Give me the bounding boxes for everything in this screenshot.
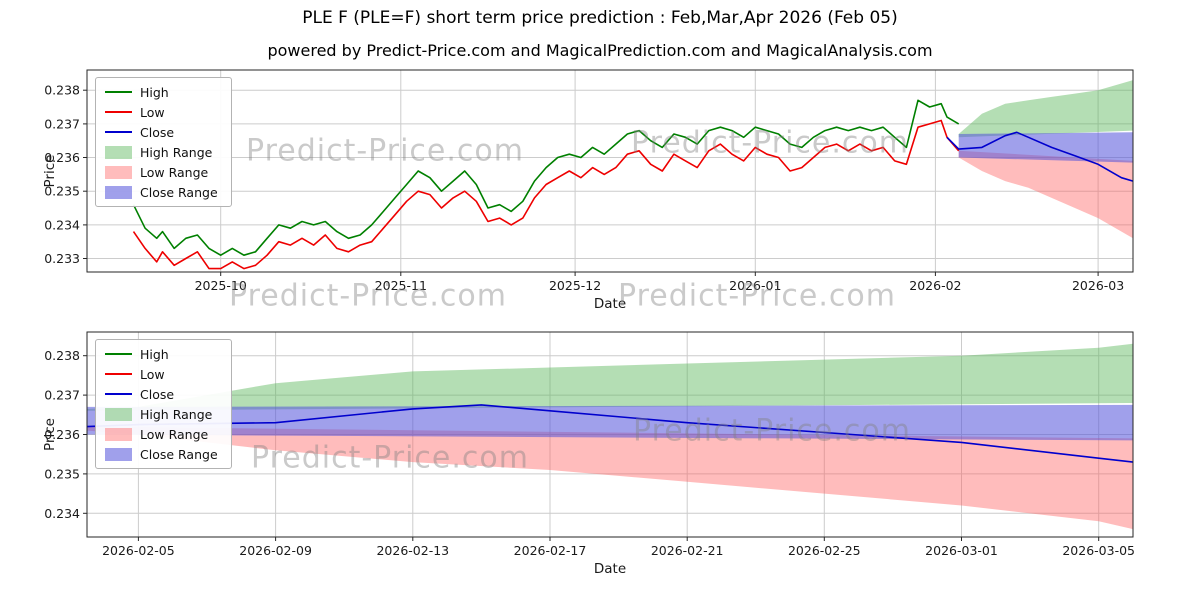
- series-high: [132, 99, 960, 256]
- legend-label: High: [140, 346, 169, 362]
- page-subtitle: powered by Predict-Price.com and Magical…: [267, 41, 933, 60]
- svg-text:2026-02-21: 2026-02-21: [651, 543, 724, 558]
- svg-text:2026-01: 2026-01: [729, 278, 781, 293]
- tick-labels: 2026-02-05 2026-02-09 2026-02-13 2026-02-17…: [44, 348, 1135, 558]
- svg-text:0.236: 0.236: [44, 427, 80, 442]
- low-range-swatch-patch: [105, 427, 132, 441]
- legend-item-high: High: [105, 84, 218, 100]
- svg-text:2026-03-05: 2026-03-05: [1062, 543, 1135, 558]
- high-range-swatch-patch: [105, 407, 132, 421]
- y-axis-label: Price: [42, 418, 58, 451]
- legend-label: High Range: [140, 144, 213, 160]
- high-swatch-line: [105, 90, 132, 94]
- legend-item-low-range: Low Range: [105, 164, 218, 180]
- svg-text:0.235: 0.235: [44, 184, 80, 199]
- prediction-chart-legend: High Low Close High Range Low Range Close Ran…: [95, 339, 232, 469]
- svg-text:0.233: 0.233: [44, 251, 80, 266]
- legend-label: Low: [140, 104, 165, 120]
- high-swatch-line: [105, 352, 132, 356]
- svg-text:0.237: 0.237: [44, 388, 80, 403]
- svg-text:2025-10: 2025-10: [195, 278, 247, 293]
- legend-item-low: Low: [105, 104, 218, 120]
- svg-text:0.234: 0.234: [44, 217, 80, 232]
- prediction-chart: 2026-02-05 2026-02-09 2026-02-13 2026-02-17…: [42, 331, 1135, 577]
- legend-label: Low: [140, 366, 165, 382]
- svg-text:0.235: 0.235: [44, 466, 80, 481]
- svg-text:0.238: 0.238: [44, 348, 80, 363]
- legend-label: Close Range: [140, 446, 218, 462]
- legend-item-high-range: High Range: [105, 144, 218, 160]
- legend-label: Close Range: [140, 184, 218, 200]
- svg-text:2026-02-05: 2026-02-05: [102, 543, 175, 558]
- page-title: PLE F (PLE=F) short term price predictio…: [302, 8, 898, 28]
- band-close-range: [87, 404, 1133, 441]
- close-range-swatch-patch: [105, 447, 132, 461]
- svg-text:0.238: 0.238: [44, 83, 80, 98]
- legend-item-low: Low: [105, 366, 218, 382]
- legend-label: High: [140, 84, 169, 100]
- svg-text:2025-12: 2025-12: [549, 278, 601, 293]
- legend-label: Low Range: [140, 426, 209, 442]
- svg-text:0.234: 0.234: [44, 506, 80, 521]
- band-low-range: [958, 150, 1133, 239]
- close-swatch-line: [105, 392, 132, 396]
- close-range-swatch-patch: [105, 185, 132, 199]
- band-close-range: [958, 132, 1133, 163]
- legend-item-close: Close: [105, 386, 218, 402]
- grid: [87, 70, 1133, 272]
- close-swatch-line: [105, 130, 132, 134]
- plot-border: [86, 69, 1134, 273]
- svg-text:2026-02-17: 2026-02-17: [514, 543, 587, 558]
- band-high-range: [958, 80, 1133, 138]
- legend-label: High Range: [140, 406, 213, 422]
- legend-item-close-range: Close Range: [105, 184, 218, 200]
- low-swatch-line: [105, 110, 132, 114]
- low-swatch-line: [105, 372, 132, 376]
- tick-labels: 2025-10 2025-11 2025-12 2026-01 2026-02 2026-…: [44, 83, 1124, 293]
- svg-text:0.236: 0.236: [44, 150, 80, 165]
- legend-item-close-range: Close Range: [105, 446, 218, 462]
- svg-text:2026-03: 2026-03: [1072, 278, 1124, 293]
- legend-item-close: Close: [105, 124, 218, 140]
- svg-text:2026-02-13: 2026-02-13: [376, 543, 449, 558]
- y-axis-label: Price: [42, 155, 58, 188]
- svg-text:2026-02-09: 2026-02-09: [239, 543, 312, 558]
- svg-text:2025-11: 2025-11: [375, 278, 427, 293]
- legend-label: Close: [140, 386, 175, 402]
- legend-item-high: High: [105, 346, 218, 362]
- band-low-range: [87, 426, 1133, 530]
- legend-item-high-range: High Range: [105, 406, 218, 422]
- history-chart-legend: High Low Close High Range Low Range Close Ran…: [95, 77, 232, 207]
- x-axis-label: Date: [594, 296, 626, 312]
- band-high-range: [87, 343, 1133, 411]
- svg-text:2026-02: 2026-02: [909, 278, 961, 293]
- series-close: [946, 131, 1134, 182]
- low-range-swatch-patch: [105, 165, 132, 179]
- svg-text:0.237: 0.237: [44, 116, 80, 131]
- history-chart: 2025-10 2025-11 2025-12 2026-01 2026-02 2026-…: [42, 69, 1134, 312]
- svg-text:2026-02-25: 2026-02-25: [788, 543, 861, 558]
- legend-label: Low Range: [140, 164, 209, 180]
- high-range-swatch-patch: [105, 145, 132, 159]
- legend-label: Close: [140, 124, 175, 140]
- x-axis-label: Date: [594, 561, 626, 577]
- series-low: [132, 119, 960, 270]
- svg-text:2026-03-01: 2026-03-01: [925, 543, 998, 558]
- legend-item-low-range: Low Range: [105, 426, 218, 442]
